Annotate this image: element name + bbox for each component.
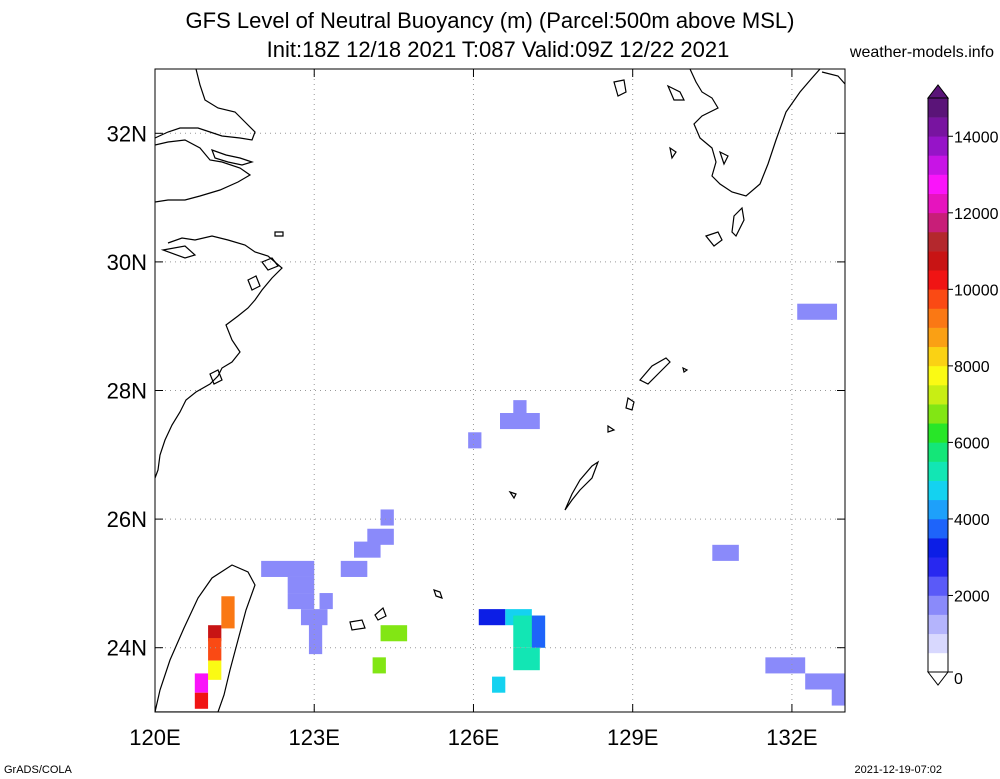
- colorbar-label: 14000: [954, 129, 999, 146]
- colorbar-swatch: [928, 327, 948, 348]
- data-cell: [478, 609, 506, 626]
- data-cell: [531, 615, 546, 648]
- colorbar-swatch: [928, 251, 948, 271]
- data-cell: [468, 432, 482, 449]
- colorbar-label: 8000: [954, 359, 990, 376]
- colorbar-swatch: [928, 385, 948, 405]
- data-cell: [372, 657, 386, 674]
- colorbar-min-arrow: [926, 671, 950, 686]
- colorbar-swatch: [928, 289, 948, 309]
- colorbar-label: 6000: [954, 435, 990, 452]
- data-cell: [500, 413, 540, 430]
- data-cell: [513, 400, 527, 417]
- axes: 120E 123E 126E 129E 132E 24N 26N 28N 30N 32N: [107, 69, 845, 750]
- colorbar-swatch: [928, 557, 948, 577]
- colorbar-swatch: [928, 499, 948, 520]
- colorbar-swatch: [928, 98, 948, 118]
- colorbar-swatch: [928, 595, 948, 615]
- data-cell: [380, 625, 408, 642]
- colorbar-swatch: [928, 136, 948, 156]
- colorbar-swatch: [928, 365, 948, 386]
- data-cell: [492, 676, 506, 693]
- colorbar-label: 10000: [954, 282, 999, 299]
- data-cell: [287, 593, 315, 610]
- chart-subtitle: Init:18Z 12/18 2021 T:087 Valid:09Z 12/2…: [266, 37, 730, 62]
- x-tick-label: 129E: [607, 725, 658, 750]
- colorbar-label: 2000: [954, 588, 990, 605]
- colorbar-swatch: [928, 461, 948, 481]
- y-tick-label: 32N: [107, 121, 147, 146]
- colorbar-swatch: [928, 155, 948, 175]
- coastlines: [155, 69, 845, 712]
- data-cell: [208, 660, 222, 680]
- y-tick-label: 28N: [107, 379, 147, 404]
- colorbar-swatch: [928, 117, 948, 137]
- chart-title: GFS Level of Neutral Buoyancy (m) (Parce…: [185, 8, 795, 33]
- colorbar-swatch: [928, 518, 948, 539]
- y-tick-label: 26N: [107, 507, 147, 532]
- colorbar-swatch: [928, 423, 948, 443]
- colorbar: 0 2000 4000 6000 8000 10000 12000 14000: [926, 84, 999, 688]
- colorbar-swatch: [928, 633, 948, 654]
- data-cell: [194, 692, 209, 709]
- colorbar-label: 12000: [954, 206, 999, 223]
- colorbar-swatch: [928, 652, 948, 673]
- data-cell: [319, 593, 333, 610]
- footer-credit: GrADS/COLA: [4, 764, 72, 776]
- data-cell: [354, 541, 381, 558]
- data-cell: [208, 638, 222, 661]
- colorbar-swatch: [928, 538, 948, 558]
- data-cell: [340, 560, 368, 577]
- colorbar-swatch: [928, 442, 948, 462]
- data-cell: [287, 576, 315, 594]
- data-cell: [261, 560, 315, 577]
- data-cell: [797, 303, 838, 320]
- data-cell: [831, 689, 845, 706]
- data-cell: [513, 647, 540, 671]
- data-cell: [765, 657, 806, 674]
- colorbar-max-arrow: [926, 84, 950, 99]
- colorbar-swatch: [928, 576, 948, 596]
- colorbar-swatch: [928, 231, 948, 252]
- data-cell: [712, 544, 739, 561]
- footer-timestamp: 2021-12-19-07:02: [854, 764, 942, 776]
- colorbar-swatch: [928, 480, 948, 501]
- x-tick-label: 126E: [448, 725, 499, 750]
- colorbar-swatch: [928, 404, 948, 424]
- colorbar-swatch: [928, 174, 948, 194]
- colorbar-label: 0: [954, 671, 963, 688]
- colorbar-swatch: [928, 346, 948, 367]
- data-cell: [194, 673, 209, 693]
- data-cell: [208, 625, 222, 642]
- data-cells: [194, 303, 845, 709]
- x-tick-label: 132E: [766, 725, 817, 750]
- x-tick-label: 123E: [289, 725, 340, 750]
- colorbar-swatch: [928, 270, 948, 290]
- colorbar-swatch: [928, 614, 948, 635]
- y-tick-label: 24N: [107, 636, 147, 661]
- site-credit: weather-models.info: [849, 44, 994, 61]
- colorbar-label: 4000: [954, 512, 990, 529]
- colorbar-swatch: [928, 193, 948, 214]
- colorbar-frame: [927, 97, 949, 673]
- data-cell: [805, 673, 845, 690]
- colorbar-swatch: [928, 212, 948, 233]
- data-cell: [308, 612, 323, 655]
- gridlines: [154, 69, 845, 712]
- data-cell: [367, 528, 394, 545]
- x-tick-label: 120E: [129, 725, 180, 750]
- colorbar-swatch: [928, 308, 948, 328]
- data-cell: [380, 509, 394, 526]
- y-tick-label: 30N: [107, 250, 147, 275]
- data-cell: [221, 596, 235, 629]
